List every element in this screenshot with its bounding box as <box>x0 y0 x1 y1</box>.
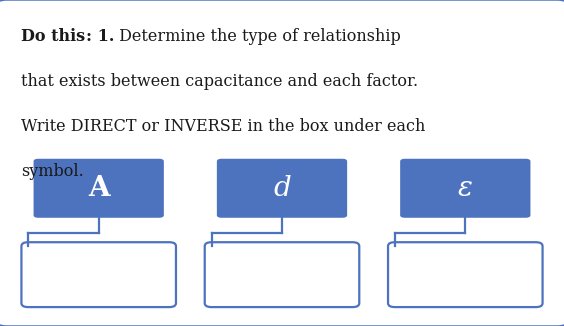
Text: that exists between capacitance and each factor.: that exists between capacitance and each… <box>21 73 418 90</box>
FancyBboxPatch shape <box>388 242 543 307</box>
FancyBboxPatch shape <box>217 159 347 218</box>
Text: : 1.: : 1. <box>86 28 114 45</box>
Text: ε: ε <box>458 175 473 202</box>
Text: A: A <box>88 175 109 202</box>
Text: Do this: Do this <box>21 28 86 45</box>
FancyBboxPatch shape <box>205 242 359 307</box>
Text: d: d <box>273 175 291 202</box>
FancyBboxPatch shape <box>33 159 164 218</box>
Text: symbol.: symbol. <box>21 163 84 180</box>
Text: Determine the type of relationship: Determine the type of relationship <box>114 28 400 45</box>
Text: Write DIRECT or INVERSE in the box under each: Write DIRECT or INVERSE in the box under… <box>21 118 426 135</box>
FancyBboxPatch shape <box>400 159 530 218</box>
FancyBboxPatch shape <box>21 242 176 307</box>
